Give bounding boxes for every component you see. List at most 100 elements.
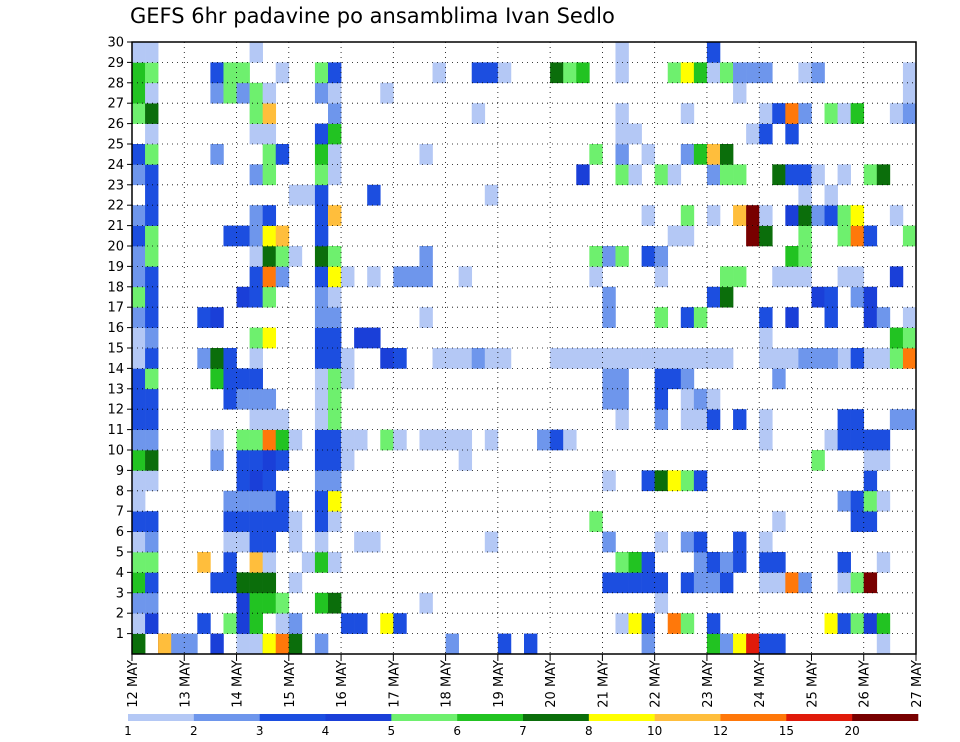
heatmap-cell (236, 511, 250, 532)
legend-swatch (786, 714, 853, 721)
heatmap-cell (262, 409, 277, 430)
heatmap-cell (550, 62, 564, 84)
heatmap-cell (720, 348, 734, 369)
heatmap-cell (837, 225, 851, 247)
heatmap-cell (210, 348, 224, 369)
heatmap-cell (314, 123, 329, 145)
heatmap-cell (680, 613, 695, 634)
y-tick-label: 6 (116, 525, 124, 540)
heatmap-cell (706, 286, 721, 308)
heatmap-cell (132, 266, 146, 288)
heatmap-cell (759, 348, 773, 369)
heatmap-cell (236, 592, 250, 614)
heatmap-cell (145, 82, 159, 104)
heatmap-cell (145, 429, 159, 451)
heatmap-cell (262, 103, 277, 124)
legend-label: 1 (124, 724, 132, 738)
heatmap-cell (706, 552, 721, 573)
heatmap-cell (772, 164, 786, 186)
heatmap-cell (589, 144, 603, 165)
heatmap-cell (393, 613, 407, 634)
heatmap-cell (798, 266, 812, 288)
heatmap-cell (733, 531, 747, 553)
heatmap-cell (145, 307, 159, 328)
heatmap-cell (223, 82, 237, 104)
heatmap-cell (706, 62, 721, 84)
heatmap-cell (798, 164, 812, 186)
heatmap-cell (667, 225, 682, 247)
heatmap-cell (863, 511, 878, 532)
heatmap-cell (393, 348, 407, 369)
heatmap-cell (236, 633, 250, 655)
heatmap-cell (262, 633, 277, 655)
heatmap-cell (837, 348, 851, 369)
heatmap-cell (288, 531, 303, 553)
heatmap-cell (393, 266, 407, 288)
heatmap-cell (249, 490, 263, 512)
heatmap-cell (902, 225, 917, 247)
heatmap-cell (628, 164, 642, 186)
heatmap-cell (210, 572, 224, 594)
heatmap-cell (706, 348, 721, 369)
heatmap-cell (850, 511, 865, 532)
heatmap-cell (589, 266, 603, 288)
heatmap-cell (262, 246, 277, 267)
heatmap-cell (850, 490, 865, 512)
heatmap-cell (328, 429, 342, 451)
x-tick-label: 15 MAY (283, 660, 298, 708)
heatmap-cell (249, 82, 263, 104)
heatmap-cell (145, 409, 159, 430)
heatmap-cell (785, 205, 799, 226)
heatmap-cell (667, 164, 682, 186)
legend-swatch (325, 714, 392, 721)
heatmap-cell (197, 613, 211, 634)
heatmap-cell (680, 307, 695, 328)
heatmap-cell (759, 62, 773, 84)
heatmap-cell (484, 62, 499, 84)
y-tick-label: 10 (107, 444, 124, 459)
heatmap-cell (341, 266, 355, 288)
heatmap-cell (759, 103, 773, 124)
y-tick-label: 28 (107, 76, 124, 91)
heatmap-cell (693, 307, 708, 328)
heatmap-cell (863, 164, 878, 186)
heatmap-cell (145, 511, 159, 532)
heatmap-cell (445, 633, 459, 655)
heatmap-cell (262, 327, 277, 349)
heatmap-cell (563, 429, 577, 451)
legend-label: 20 (845, 724, 860, 738)
heatmap-cell (132, 572, 146, 594)
y-tick-label: 16 (107, 321, 124, 336)
heatmap-cell (693, 572, 708, 594)
heatmap-cell (249, 266, 263, 288)
heatmap-cell (210, 307, 224, 328)
heatmap-cell (654, 592, 669, 614)
heatmap-cell (798, 184, 812, 206)
heatmap-cell (720, 552, 734, 573)
heatmap-cell (328, 511, 342, 532)
heatmap-cell (328, 490, 342, 512)
heatmap-cell (262, 164, 277, 186)
y-tick-label: 20 (107, 240, 124, 255)
heatmap-cell (236, 572, 250, 594)
heatmap-cell (262, 205, 277, 226)
heatmap-cell (589, 348, 603, 369)
heatmap-cell (785, 246, 799, 267)
heatmap-cell (275, 246, 290, 267)
heatmap-cell (328, 592, 342, 614)
heatmap-cell (550, 429, 564, 451)
legend-swatch (720, 714, 787, 721)
heatmap-cell (706, 144, 721, 165)
heatmap-cell (301, 184, 316, 206)
heatmap-cell (145, 103, 159, 124)
heatmap-cell (759, 307, 773, 328)
heatmap-cell (132, 82, 146, 104)
heatmap-cell (772, 103, 786, 124)
heatmap-cell (863, 307, 878, 328)
heatmap-cell (314, 184, 329, 206)
y-tick-label: 19 (107, 260, 124, 275)
x-axis: 12 MAY 13 MAY 14 MAY 15 MAY 16 MAY 17 MAY 18 M… (126, 654, 925, 708)
heatmap-cell (550, 348, 564, 369)
heatmap-cell (236, 531, 250, 553)
